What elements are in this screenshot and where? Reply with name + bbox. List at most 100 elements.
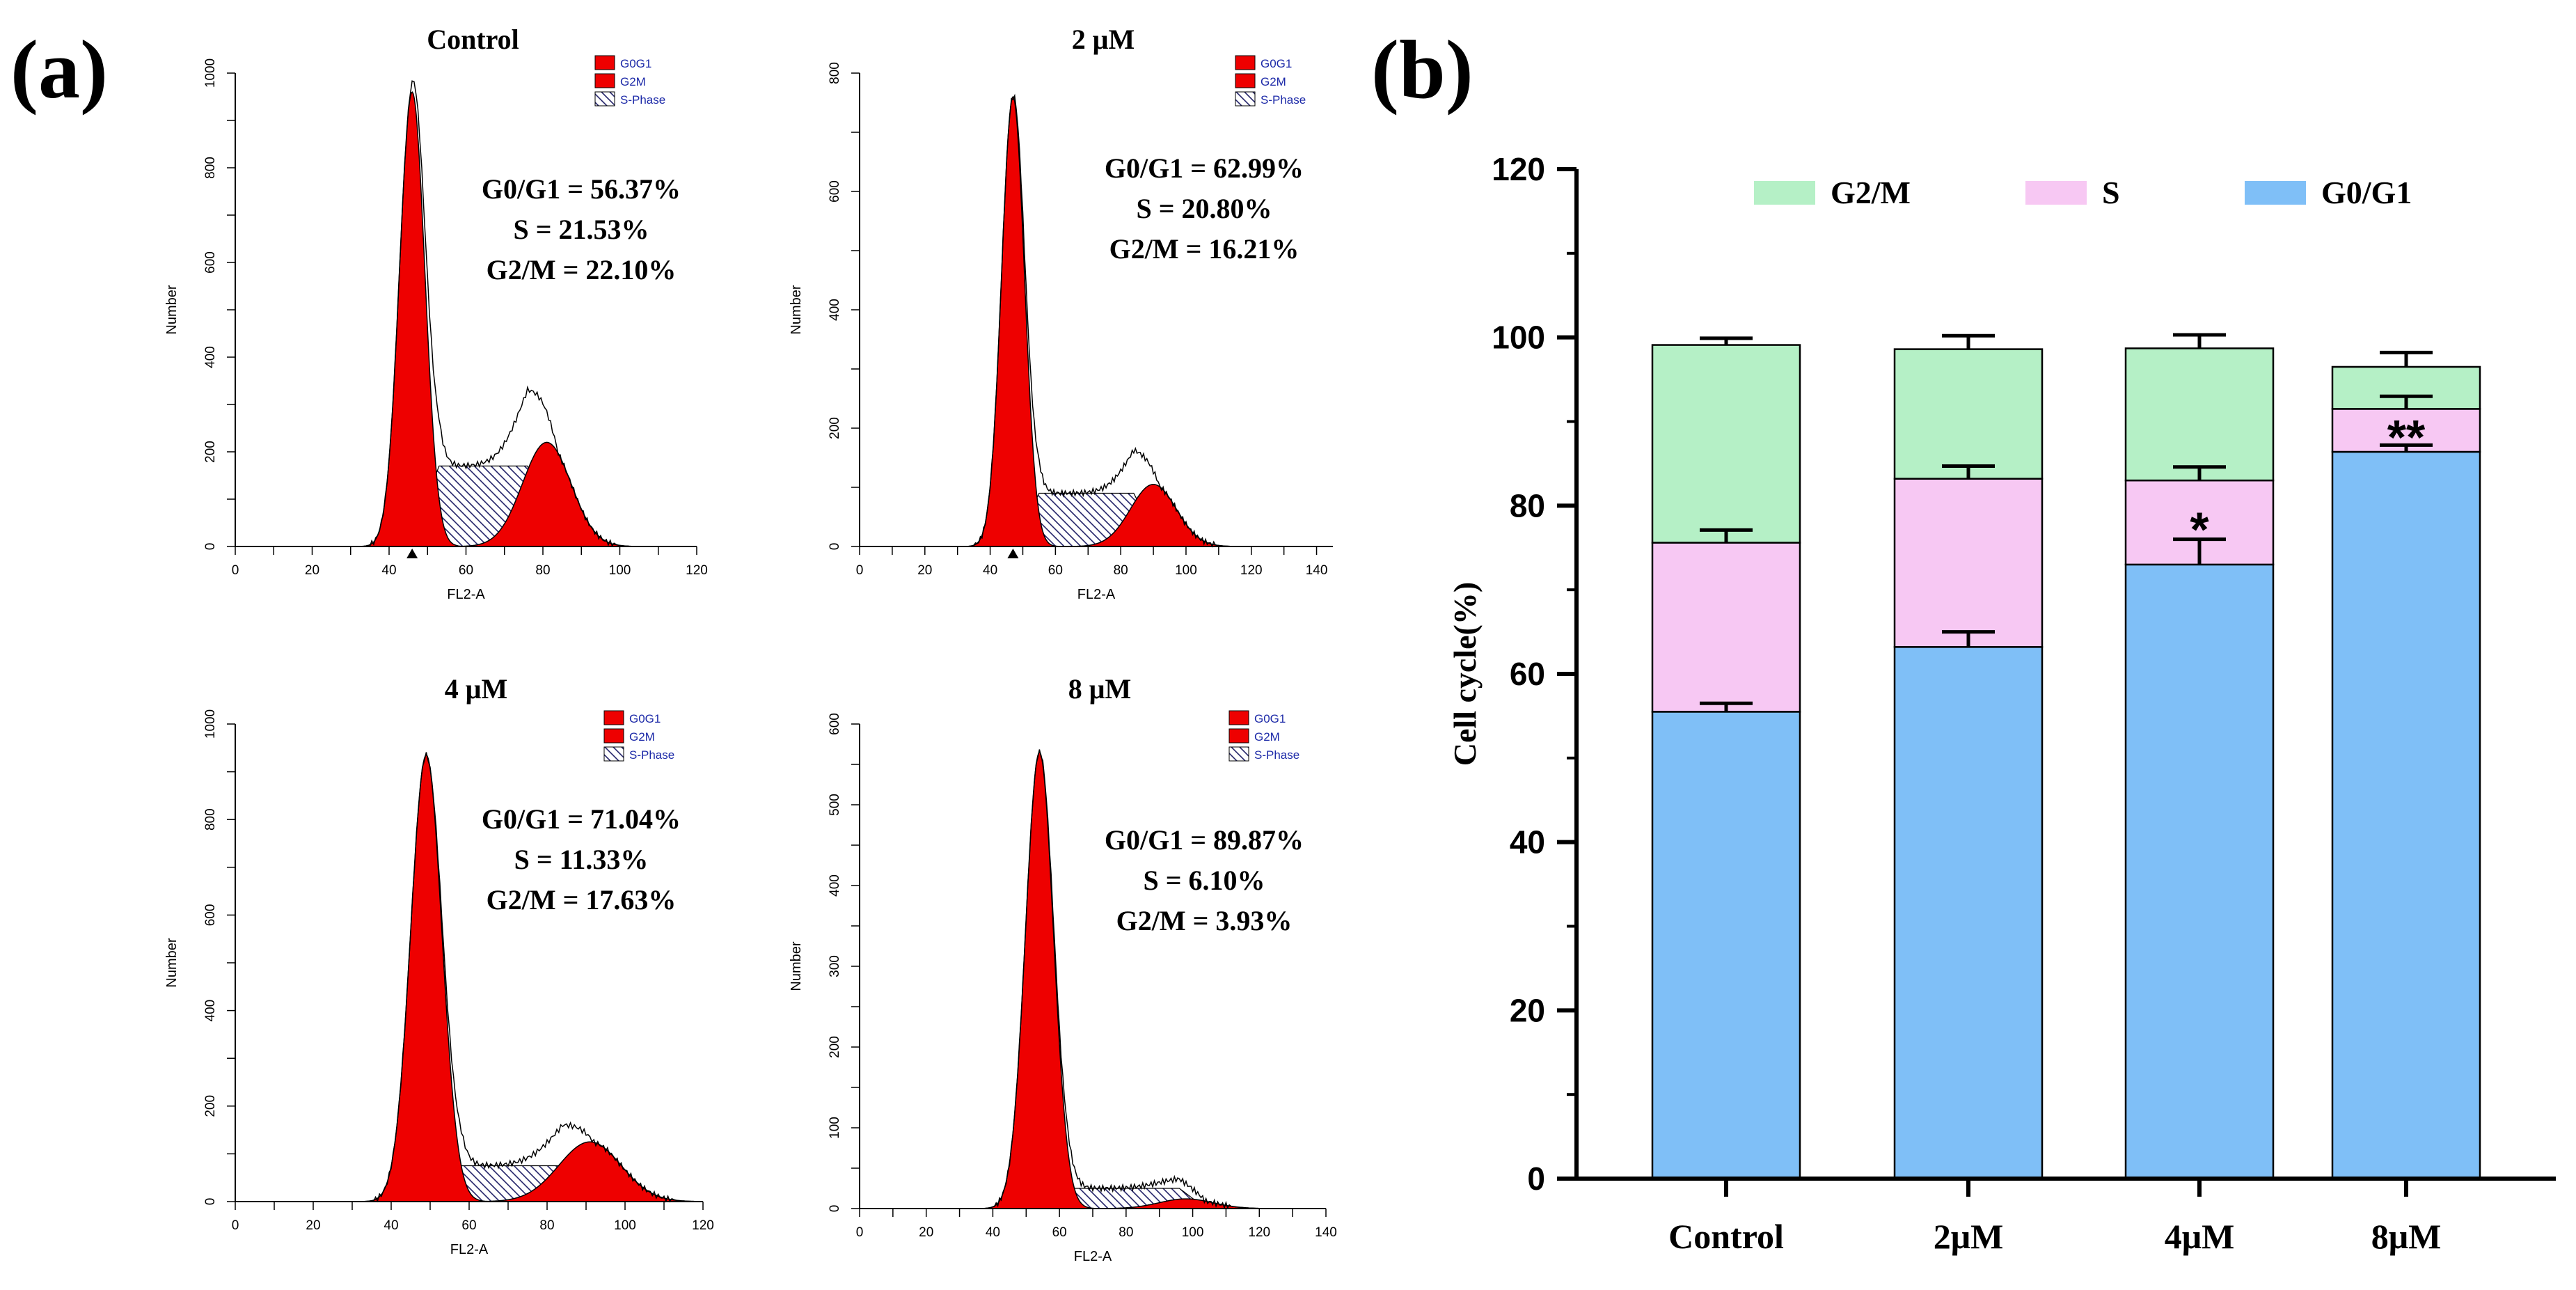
bar-segment-g0g1 [2124,563,2275,1180]
legend-label: S-Phase [1254,748,1299,762]
x-tick-label: 100 [1182,1225,1204,1240]
bar-segment-g2m [2124,347,2275,482]
x-tick-label: 0 [856,563,864,578]
x-tick-label: 20 [919,1225,933,1240]
phase-percentage: G0/G1 = 56.37% [482,173,681,205]
x-axis-label: FL2-A [1074,1249,1112,1264]
legend-label: S [2102,175,2120,210]
legend-swatch [603,710,624,725]
phase-percentage: G2/M = 3.93% [1116,905,1293,936]
y-tick-label: 300 [828,955,842,977]
g0g1-peak [983,751,1096,1209]
y-tick-label: 0 [828,543,842,551]
legend-swatch [1228,728,1249,744]
panel-title: 2 μM [1072,24,1135,55]
bar-segment-g0g1 [1651,711,1801,1180]
panel-title: Control [427,24,519,55]
bar-segment-g2m [1893,348,2044,480]
legend-swatch [1228,746,1249,762]
y-tick-label: 0 [203,1198,218,1206]
legend-label: G2M [629,730,655,744]
y-tick-label: 400 [828,874,842,897]
legend-label: S-Phase [629,748,674,762]
y-tick-label: 500 [828,794,842,816]
y-tick-label: 0 [828,1205,842,1213]
y-axis-label: Number [164,285,180,334]
x-tick-label: 100 [614,1218,636,1233]
legend-label: G2/M [1831,175,1911,210]
phase-percentage: G2/M = 22.10% [487,254,677,285]
bar-segment-g0g1 [2331,450,2481,1180]
phase-percentage: S = 21.53% [513,214,649,245]
histogram-control: 0 20 40 60 80 100 120 0 200 400 600 800 1000 FL2-A Num… [164,24,708,602]
legend-swatch [1228,710,1249,725]
x-tick-label: 80 [1119,1225,1133,1240]
legend-swatch [1235,73,1256,88]
legend-label: S-Phase [1261,93,1306,107]
legend-label: G2M [1261,75,1286,88]
legend-swatch [1754,181,1815,205]
y-tick-label: 120 [1492,151,1545,187]
y-tick-label: 40 [1510,824,1545,860]
y-axis-label: Number [164,938,180,987]
gate-marker [1007,549,1019,558]
y-tick-label: 100 [828,1117,842,1139]
s-phase-region [235,465,697,547]
y-tick-label: 600 [828,713,842,735]
x-tick-label: 100 [1175,563,1197,578]
gate-marker [406,549,418,558]
bar-segment-s [1893,478,2044,648]
phase-percentage: S = 20.80% [1136,193,1272,224]
phase-percentage: G2/M = 16.21% [1109,233,1299,265]
y-tick-label: 400 [203,1000,218,1022]
x-tick-label: Control [1668,1217,1784,1256]
y-tick-label: 200 [203,441,218,463]
x-tick-label: 0 [856,1225,864,1240]
x-tick-label: 80 [539,1218,554,1233]
x-tick-label: 0 [232,563,239,578]
x-tick-label: 8μM [2371,1217,2442,1256]
y-tick-label: 200 [828,417,842,439]
y-axis-label: Number [789,941,804,991]
g0g1-peak [363,754,489,1202]
legend-label: G2M [1254,730,1280,744]
legend-label: G0G1 [629,712,661,725]
legend-label: S-Phase [620,93,665,107]
legend-swatch [1235,91,1256,107]
y-tick-label: 800 [828,62,842,84]
y-tick-label: 600 [203,251,218,274]
significance-marker: ** [2387,410,2426,464]
y-tick-label: 600 [828,180,842,203]
x-axis-label: FL2-A [447,587,485,602]
y-tick-label: 400 [203,346,218,368]
legend-label: G0G1 [1261,57,1292,70]
x-tick-label: 0 [232,1218,239,1233]
phase-percentage: G0/G1 = 71.04% [482,803,681,835]
x-tick-label: 20 [917,563,932,578]
y-tick-label: 60 [1510,656,1545,692]
legend-swatch [594,73,615,88]
bar-segment-s [1651,542,1801,713]
histogram-8um: 0 20 40 60 80 100 120 140 0 100 200 300 400 500 600 FL2… [789,673,1337,1264]
y-tick-label: 0 [203,543,218,551]
x-tick-label: 60 [1048,563,1063,578]
x-axis-label: FL2-A [450,1242,489,1257]
significance-marker: * [2190,503,2209,557]
x-tick-label: 80 [535,563,550,578]
phase-percentage: G2/M = 17.63% [487,884,677,915]
y-tick-label: 200 [828,1036,842,1058]
panel-b-label: (b) [1371,23,1473,116]
y-tick-label: 800 [203,808,218,831]
y-tick-label: 600 [203,904,218,927]
x-tick-label: 80 [1114,563,1128,578]
phase-percentage: S = 6.10% [1143,865,1265,896]
x-tick-label: 40 [381,563,396,578]
bar-segment-g2m [2331,365,2481,410]
y-tick-label: 80 [1510,487,1545,524]
x-tick-label: 140 [1315,1225,1337,1240]
phase-percentage: S = 11.33% [514,844,649,875]
panel-title: 8 μM [1068,673,1131,705]
x-tick-label: 120 [1248,1225,1270,1240]
